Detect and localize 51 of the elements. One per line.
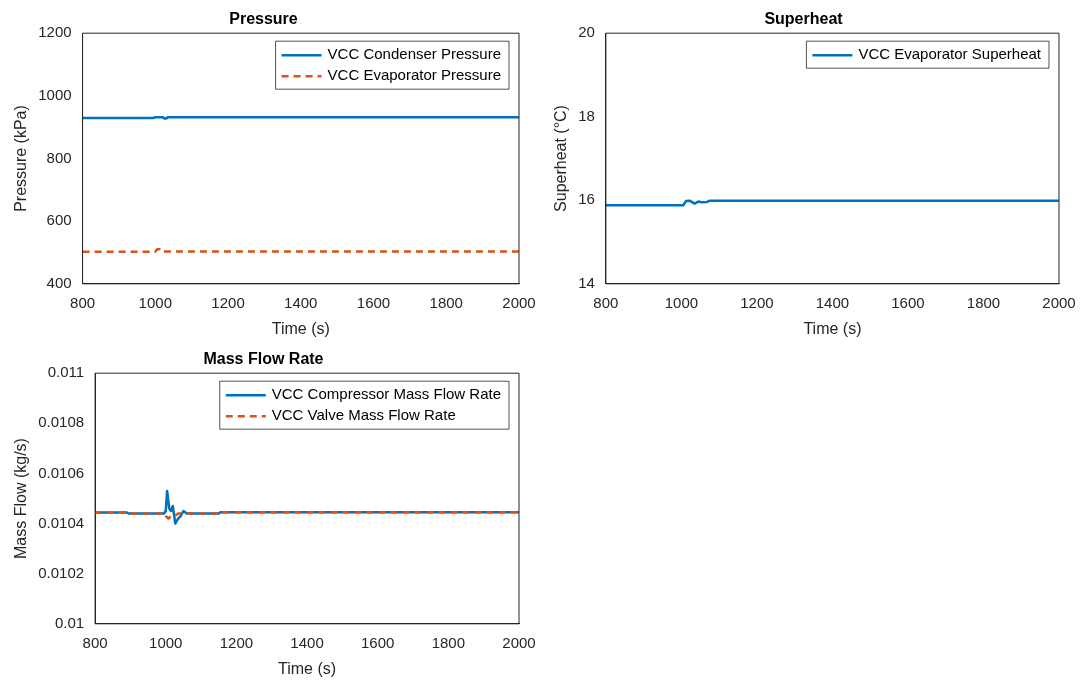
- y-tick-label: 800: [46, 148, 72, 166]
- x-tick-label: 1200: [740, 293, 774, 311]
- legend-label: VCC Evaporator Pressure: [327, 66, 501, 84]
- x-tick-label: 800: [593, 293, 619, 311]
- x-tick-label: 800: [70, 293, 96, 311]
- y-tick-label: 0.0108: [38, 413, 85, 431]
- chart-title: Mass Flow Rate: [203, 350, 324, 368]
- x-tick-label: 800: [82, 633, 108, 651]
- x-tick-label: 2000: [502, 633, 536, 651]
- x-tick-label: 1800: [429, 293, 463, 311]
- y-tick-label: 20: [578, 23, 595, 41]
- x-tick-label: 1000: [138, 293, 172, 311]
- chart-title: Pressure: [229, 10, 298, 28]
- x-tick-label: 1400: [815, 293, 850, 311]
- y-tick-label: 18: [578, 106, 595, 124]
- legend-label: VCC Valve Mass Flow Rate: [271, 406, 456, 424]
- x-tick-label: 2000: [1042, 293, 1076, 311]
- x-axis-title: Time (s): [803, 319, 862, 337]
- x-tick-label: 1400: [290, 633, 324, 651]
- y-tick-label: 1000: [38, 85, 72, 103]
- y-axis-title: Superheat (°C): [552, 105, 570, 212]
- y-tick-label: 0.011: [47, 363, 85, 381]
- y-tick-label: 0.01: [54, 613, 85, 631]
- x-tick-label: 1600: [356, 293, 391, 311]
- x-axis-title: Time (s): [271, 319, 330, 337]
- chart-title: Superheat: [764, 10, 844, 28]
- x-tick-label: 1000: [664, 293, 699, 311]
- x-tick-label: 1800: [966, 293, 1001, 311]
- y-axis-title: Pressure (kPa): [12, 105, 30, 212]
- y-tick-label: 600: [46, 211, 72, 229]
- y-tick-label: 0.0106: [38, 463, 85, 481]
- y-tick-label: 400: [46, 273, 72, 291]
- legend-label: VCC Evaporator Superheat: [858, 45, 1042, 63]
- line-series: [95, 511, 519, 520]
- x-tick-label: 1200: [219, 633, 254, 651]
- x-tick-label: 1200: [211, 293, 245, 311]
- y-tick-label: 16: [578, 190, 595, 208]
- x-tick-label: 2000: [502, 293, 536, 311]
- y-axis-title: Mass Flow (kg/s): [12, 438, 30, 559]
- legend-label: VCC Compressor Mass Flow Rate: [271, 385, 501, 403]
- legend-label: VCC Condenser Pressure: [327, 45, 502, 63]
- x-tick-label: 1600: [361, 633, 395, 651]
- x-axis-title: Time (s): [278, 659, 337, 677]
- y-tick-label: 0.0102: [38, 563, 85, 581]
- y-tick-label: 1200: [38, 23, 72, 41]
- x-tick-label: 1000: [149, 633, 183, 651]
- x-tick-label: 1400: [284, 293, 318, 311]
- x-tick-label: 1600: [891, 293, 925, 311]
- y-tick-label: 14: [578, 273, 595, 291]
- y-tick-label: 0.0104: [38, 513, 85, 531]
- x-tick-label: 1800: [431, 633, 466, 651]
